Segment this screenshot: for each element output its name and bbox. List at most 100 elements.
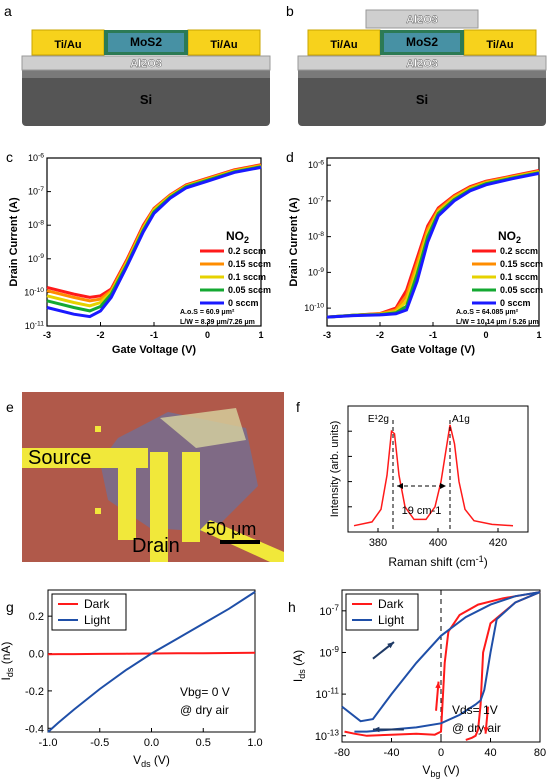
annotation: L/W = 10.14 μm / 5.26 μm (456, 319, 539, 326)
x-tick-label: -1 (150, 330, 158, 340)
panel-letter: g (6, 599, 14, 615)
mos2-label: MoS2 (130, 35, 162, 49)
series-line (46, 165, 262, 319)
x-tick-label: -3 (323, 330, 331, 340)
y-tick-label: 10-13 (315, 728, 340, 742)
ti-au-left-label: Ti/Au (330, 39, 357, 51)
peak-label: A1g (452, 414, 470, 425)
x-tick-label: 1 (536, 330, 541, 340)
x-tick-label: 380 (369, 537, 387, 549)
x-tick-label: 80 (534, 747, 546, 759)
si-label: Si (140, 92, 152, 107)
x-tick-label: -1.0 (39, 737, 58, 749)
annotation: Vbg= 0 V (180, 685, 230, 699)
si-substrate (22, 72, 270, 126)
chart-c: c -3 -2 -1 0 1 10-11 10-10 10-9 10-8 10-7 10-6 Gate … (6, 149, 271, 356)
y-tick-label: 10-7 (308, 195, 324, 206)
x-tick-label: 40 (484, 747, 496, 759)
y-tick-label: 10-10 (24, 287, 44, 298)
x-tick-label: 400 (429, 537, 447, 549)
x-tick-label: -80 (334, 747, 350, 759)
y-tick-label: 10-9 (319, 645, 339, 659)
source-label: Source (28, 447, 91, 469)
x-axis-label: Vbg (V) (422, 763, 459, 779)
alignment-mark (95, 426, 101, 432)
x-tick-label: 0.5 (196, 737, 211, 749)
drain-finger-1 (118, 452, 136, 540)
series-line-forward (344, 591, 541, 737)
x-tick-label: -0.5 (90, 737, 109, 749)
legend-label: 0.2 sccm (500, 246, 538, 256)
x-axis-label: Raman shift (cm-1) (388, 554, 487, 569)
peak-label: E¹2g (368, 414, 389, 425)
legend-title: NO2 (226, 229, 249, 245)
flake-thick-region (160, 408, 246, 448)
legend-label: 0.1 sccm (500, 272, 538, 282)
mos2-lattice (108, 33, 184, 52)
panel-letter-b: b (286, 3, 294, 19)
y-tick-label: 10-8 (308, 231, 324, 242)
legend-label: 0.05 sccm (228, 285, 271, 295)
x-tick-label: 0 (438, 747, 444, 759)
raman-spectrum (353, 424, 514, 527)
arrow-head (397, 483, 403, 489)
legend-label: 0.05 sccm (500, 285, 543, 295)
y-tick-label: 10-9 (308, 267, 324, 278)
series-line (326, 171, 540, 319)
y-tick-label: 10-9 (28, 253, 44, 264)
y-tick-label: 10-7 (319, 603, 339, 617)
y-tick-label: 0.0 (29, 649, 44, 661)
x-tick-label: 0 (205, 330, 210, 340)
drain-finger-3 (182, 452, 200, 542)
chart-h: h -80 -40 0 40 80 10-13 10-11 10-9 10-7 Vbg (V) Ids… (288, 589, 546, 779)
x-tick-label: -40 (384, 747, 400, 759)
legend-label: Light (378, 613, 405, 627)
series-line (326, 169, 540, 319)
annotation: @ dry air (180, 703, 229, 717)
series-line (47, 591, 256, 733)
x-tick-label: -2 (376, 330, 384, 340)
y-axis-label: Drain Current (A) (8, 197, 20, 287)
y-axis-label: Ids (A) (291, 650, 307, 682)
y-tick-label: 0.2 (29, 611, 44, 623)
x-axis-label: Gate Voltage (V) (391, 344, 475, 356)
panel-letter-a: a (4, 3, 12, 19)
series-line (47, 651, 256, 656)
al2o3-cap (365, 9, 479, 29)
x-tick-label: -3 (43, 330, 51, 340)
legend-label: Dark (378, 597, 404, 611)
si-label: Si (416, 92, 428, 107)
panel-b: b Al2O3 Ti/Au MoS2 Ti/Au Al2O3 Si (286, 3, 547, 126)
mos2-lattice (384, 33, 460, 52)
sweep-arrow-head (387, 642, 394, 649)
ti-au-right-label: Ti/Au (486, 39, 513, 51)
al2o3-label: Al2O3 (130, 58, 162, 70)
chart-g: g -1.0 -0.5 0.0 0.5 1.0 -0.4 -0.2 0.0 0.2 Vds (V) I… (0, 589, 263, 769)
legend-label: Dark (84, 597, 110, 611)
annotation: A.o.S = 60.9 μm² (180, 309, 235, 316)
y-axis-label: Intensity (arb. units) (329, 421, 341, 518)
panel-letter: c (6, 149, 13, 165)
al2o3-layer (297, 55, 547, 71)
y-tick-label: -0.2 (25, 686, 44, 698)
ti-au-right-label: Ti/Au (210, 39, 237, 51)
legend-box (51, 593, 127, 631)
series-line (326, 171, 540, 319)
scale-bar (220, 540, 260, 544)
legend-label: 0 sccm (228, 298, 259, 308)
al2o3-cap-label: Al2O3 (406, 14, 438, 26)
sweep-arrow-head (435, 681, 441, 689)
x-tick-label: -2 (96, 330, 104, 340)
y-tick-label: 10-6 (308, 160, 324, 171)
panel-e: e Source Drain 50 μm (6, 392, 284, 562)
y-axis-label: Ids (nA) (0, 642, 15, 681)
ti-au-right (463, 29, 537, 56)
x-tick-label: 0.0 (144, 737, 159, 749)
annotation: A.o.S = 64.085 μm² (456, 309, 519, 316)
ti-au-left (31, 29, 105, 56)
annotation: @ dry air (452, 721, 501, 735)
si-substrate-top (22, 68, 270, 78)
legend-label: 0.1 sccm (228, 272, 266, 282)
